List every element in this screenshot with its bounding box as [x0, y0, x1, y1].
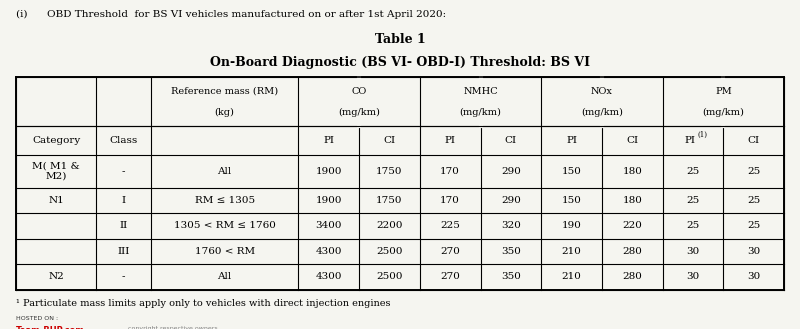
Text: 290: 290: [501, 196, 521, 205]
Text: All: All: [218, 167, 232, 176]
Text: 280: 280: [622, 247, 642, 256]
Text: 25: 25: [747, 167, 760, 176]
Text: ¹ Particulate mass limits apply only to vehicles with direct injection engines: ¹ Particulate mass limits apply only to …: [16, 299, 390, 308]
Text: Class: Class: [110, 136, 138, 145]
Text: CI: CI: [383, 136, 395, 145]
Text: 2200: 2200: [376, 221, 402, 231]
Text: PI: PI: [684, 136, 695, 145]
Text: I: I: [122, 196, 126, 205]
Text: 350: 350: [501, 272, 521, 281]
Text: 150: 150: [562, 196, 582, 205]
Text: (1): (1): [698, 130, 707, 139]
Text: 1900: 1900: [315, 167, 342, 176]
Text: 170: 170: [440, 196, 460, 205]
Text: 180: 180: [622, 196, 642, 205]
Text: CI: CI: [626, 136, 638, 145]
Text: 25: 25: [686, 196, 699, 205]
Text: 270: 270: [440, 247, 460, 256]
Text: 225: 225: [440, 221, 460, 231]
Text: (i)      OBD Threshold  for BS VI vehicles manufactured on or after 1st April 20: (i) OBD Threshold for BS VI vehicles man…: [16, 10, 446, 19]
Text: 2500: 2500: [376, 247, 402, 256]
Text: 1305 < RM ≤ 1760: 1305 < RM ≤ 1760: [174, 221, 275, 231]
Text: 4300: 4300: [315, 247, 342, 256]
Text: Team-BHP.com: Team-BHP.com: [16, 326, 85, 329]
Text: 3400: 3400: [315, 221, 342, 231]
Text: 210: 210: [562, 247, 582, 256]
Text: 1750: 1750: [376, 167, 402, 176]
Text: -: -: [122, 272, 126, 281]
Text: 320: 320: [501, 221, 521, 231]
Text: 4300: 4300: [315, 272, 342, 281]
Text: 150: 150: [562, 167, 582, 176]
Text: 30: 30: [747, 247, 760, 256]
Text: 2500: 2500: [376, 272, 402, 281]
Text: PI: PI: [566, 136, 577, 145]
Text: copyright respective owners: copyright respective owners: [128, 326, 218, 329]
Text: -: -: [122, 167, 126, 176]
Text: 25: 25: [686, 221, 699, 231]
Text: N1: N1: [48, 196, 64, 205]
Text: NMHC

(mg/km): NMHC (mg/km): [459, 87, 502, 116]
Text: HOSTED ON :: HOSTED ON :: [16, 316, 58, 321]
Text: Table 1: Table 1: [374, 33, 426, 46]
Text: 210: 210: [562, 272, 582, 281]
Text: 25: 25: [747, 221, 760, 231]
Text: II: II: [119, 221, 128, 231]
Text: 350: 350: [501, 247, 521, 256]
Text: 25: 25: [747, 196, 760, 205]
Text: CI: CI: [747, 136, 760, 145]
Text: 180: 180: [622, 167, 642, 176]
Text: 30: 30: [686, 272, 699, 281]
Text: On-Board Diagnostic (BS VI- OBD-I) Threshold: BS VI: On-Board Diagnostic (BS VI- OBD-I) Thres…: [210, 56, 590, 69]
Text: RM ≤ 1305: RM ≤ 1305: [194, 196, 254, 205]
Text: Reference mass (RM)

(kg): Reference mass (RM) (kg): [171, 87, 278, 116]
Text: 170: 170: [440, 167, 460, 176]
Text: 220: 220: [622, 221, 642, 231]
Text: All: All: [218, 272, 232, 281]
Text: CI: CI: [505, 136, 517, 145]
Text: M( M1 &
M2): M( M1 & M2): [32, 162, 80, 181]
Text: 280: 280: [622, 272, 642, 281]
Text: 1750: 1750: [376, 196, 402, 205]
Text: 270: 270: [440, 272, 460, 281]
Text: 190: 190: [562, 221, 582, 231]
Text: PI: PI: [323, 136, 334, 145]
Text: 25: 25: [686, 167, 699, 176]
Text: 30: 30: [747, 272, 760, 281]
Text: PI: PI: [445, 136, 456, 145]
Text: 30: 30: [686, 247, 699, 256]
Text: CO

(mg/km): CO (mg/km): [338, 87, 380, 116]
Text: 1760 < RM: 1760 < RM: [194, 247, 254, 256]
Text: III: III: [118, 247, 130, 256]
Text: Category: Category: [32, 136, 80, 145]
Text: 1900: 1900: [315, 196, 342, 205]
Text: NOx

(mg/km): NOx (mg/km): [581, 87, 623, 116]
Text: N2: N2: [48, 272, 64, 281]
Text: PM

(mg/km): PM (mg/km): [702, 87, 744, 116]
Text: 290: 290: [501, 167, 521, 176]
